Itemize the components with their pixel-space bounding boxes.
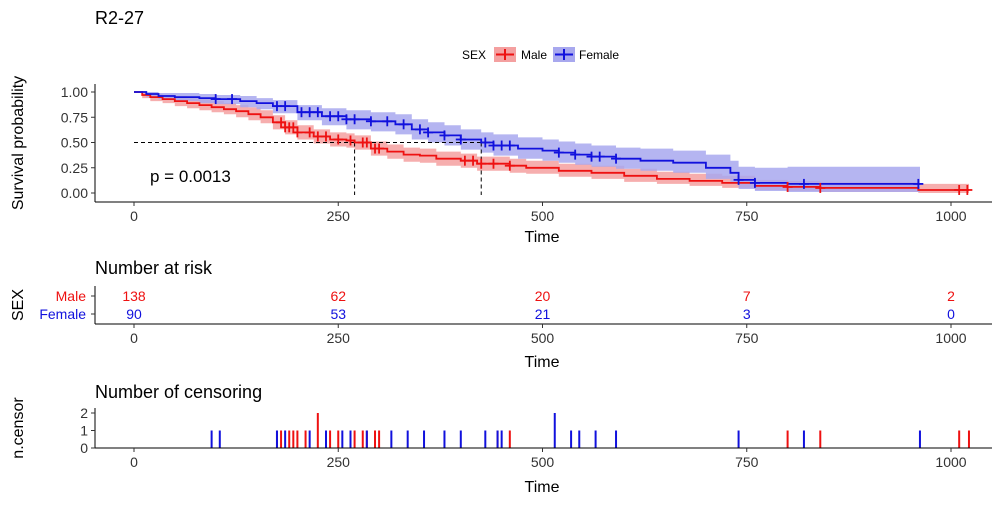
censoring-x-tick-label: 500 (531, 454, 555, 470)
censoring-x-tick-label: 250 (327, 454, 351, 470)
risk-table-x-tick-label: 0 (130, 330, 138, 346)
censor-mark-male (488, 158, 499, 169)
censor-mark-female (480, 137, 491, 148)
risk-table-x-tick-label: 500 (531, 330, 555, 346)
survival-x-tick-label: 0 (130, 208, 138, 224)
censor-mark-male (782, 181, 793, 192)
risk-count-male: 138 (122, 288, 146, 304)
censor-mark-female (455, 134, 466, 145)
legend-key-female (553, 47, 575, 62)
survival-y-tick-label: 1.00 (61, 84, 88, 100)
survival-y-tick-label: 0.25 (61, 160, 88, 176)
risk-row-label-female: Female (39, 306, 86, 322)
survival-y-tick-label: 0.00 (61, 185, 88, 201)
survival-x-tick-label: 250 (327, 208, 351, 224)
censor-mark-male (361, 137, 372, 148)
risk-table-x-tick-label: 250 (327, 330, 351, 346)
censor-mark-female (594, 151, 605, 162)
censor-mark-male (292, 127, 303, 138)
censor-mark-female (280, 101, 291, 112)
risk-table-x-tick-label: 750 (735, 330, 759, 346)
risk-count-female: 3 (743, 306, 751, 322)
censor-mark-female (414, 124, 425, 135)
censor-mark-female (798, 178, 809, 189)
censoring-y-label: n.censor (10, 397, 27, 459)
censor-mark-female (439, 130, 450, 141)
p-value-label: p = 0.0013 (150, 167, 231, 186)
risk-count-female: 0 (947, 306, 955, 322)
risk-table-title: Number at risk (95, 258, 213, 278)
survival-x-label: Time (525, 229, 560, 246)
risk-count-male: 62 (330, 288, 346, 304)
confidence-band-female (134, 92, 920, 192)
censor-mark-female (333, 111, 344, 122)
survival-y-tick-label: 0.75 (61, 109, 88, 125)
chart-title: R2-27 (95, 8, 144, 28)
censor-mark-female (504, 140, 515, 151)
survival-x-tick-label: 1000 (935, 208, 966, 224)
risk-count-female: 53 (330, 306, 346, 322)
risk-count-male: 2 (947, 288, 955, 304)
risk-table-y-label: SEX (10, 289, 27, 321)
censoring-y-tick-label: 2 (80, 405, 88, 421)
legend-label-female: Female (579, 48, 619, 62)
censor-mark-female (210, 94, 221, 105)
survival-y-tick-label: 0.50 (61, 135, 88, 151)
risk-count-male: 7 (743, 288, 751, 304)
risk-table-x-label: Time (525, 354, 560, 371)
censoring-y-tick-label: 0 (80, 440, 88, 456)
legend: SEX Male Female (462, 47, 619, 62)
censoring-x-tick-label: 750 (735, 454, 759, 470)
censor-mark-female (312, 107, 323, 118)
legend-title: SEX (462, 48, 486, 62)
censor-mark-female (913, 178, 924, 189)
risk-row-label-male: Male (56, 288, 87, 304)
censoring-title: Number of censoring (95, 382, 262, 402)
survival-y-label: Survival probability (10, 76, 27, 210)
risk-table-panel: Number at risk Male 138 62 20 7 2 Female 90 53 21… (10, 258, 992, 371)
censor-mark-male (320, 131, 331, 142)
censor-mark-male (815, 182, 826, 193)
risk-table-x-tick-label: 1000 (935, 330, 966, 346)
legend-key-male (494, 47, 516, 62)
censor-mark-male (374, 143, 385, 154)
censor-mark-male (504, 160, 515, 171)
censor-mark-male (468, 155, 479, 166)
censor-mark-female (749, 177, 760, 188)
censor-mark-female (349, 114, 360, 125)
censor-mark-female (398, 119, 409, 130)
censor-mark-female (423, 127, 434, 138)
survival-panel: 0.00 0.25 0.50 0.75 1.00 0 250 500 750 1000 p = … (10, 76, 992, 246)
censor-mark-female (382, 116, 393, 127)
censoring-x-tick-label: 1000 (935, 454, 966, 470)
censor-mark-male (345, 135, 356, 146)
censor-mark-male (276, 117, 287, 128)
censor-mark-male (304, 127, 315, 138)
censor-mark-female (611, 153, 622, 164)
censor-mark-female (227, 94, 238, 105)
censor-mark-male (476, 158, 487, 169)
risk-count-male: 20 (535, 288, 551, 304)
censor-mark-male (333, 134, 344, 145)
survival-x-tick-label: 750 (735, 208, 759, 224)
legend-label-male: Male (521, 48, 547, 62)
survival-x-tick-label: 500 (531, 208, 555, 224)
risk-count-female: 90 (126, 306, 142, 322)
risk-count-female: 21 (535, 306, 551, 322)
censor-mark-male (288, 122, 299, 133)
censor-mark-male (962, 184, 973, 195)
censoring-x-label: Time (525, 479, 560, 496)
censor-mark-female (570, 149, 581, 160)
censor-mark-female (365, 116, 376, 127)
censoring-panel: Number of censoring 012 0 250 500 750 1000 T… (10, 382, 992, 496)
censor-mark-female (553, 147, 564, 158)
censor-mark-female (733, 174, 744, 185)
censoring-x-tick-label: 0 (130, 454, 138, 470)
censoring-y-tick-label: 1 (80, 423, 88, 439)
